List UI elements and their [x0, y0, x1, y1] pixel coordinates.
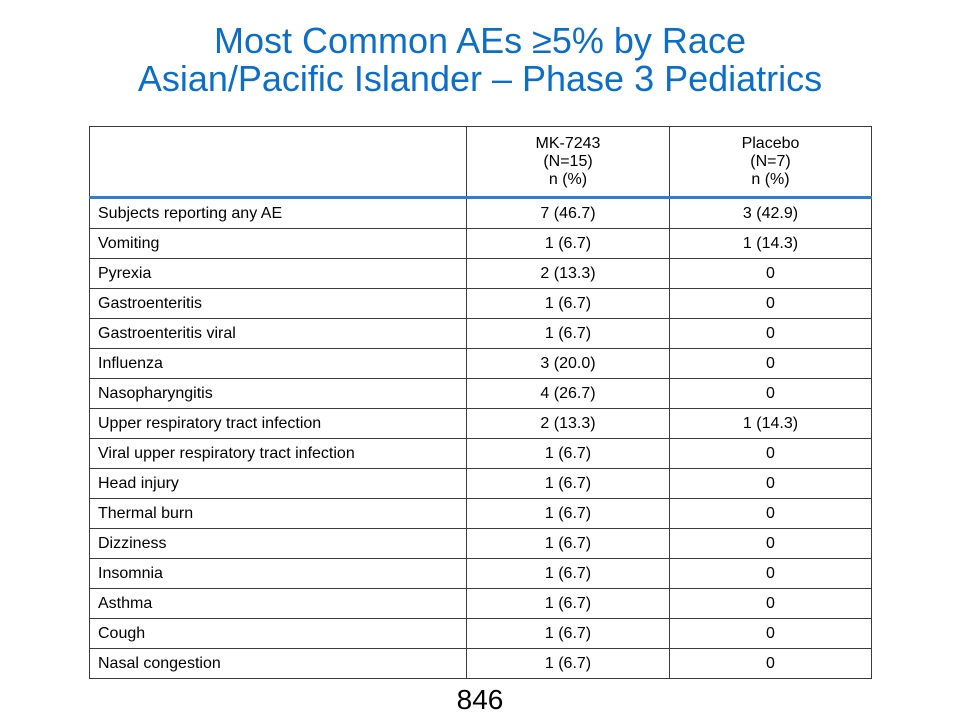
mk-7243-value: 4 (26.7) — [466, 378, 670, 409]
placebo-value: 3 (42.9) — [669, 197, 872, 229]
mk-7243-value: 3 (20.0) — [466, 348, 670, 379]
ae-term: Nasal congestion — [89, 648, 467, 679]
mk-7243-value: 7 (46.7) — [466, 197, 670, 229]
mk-7243-value: 1 (6.7) — [466, 228, 670, 259]
table-row: Influenza 3 (20.0) 0 — [89, 348, 872, 379]
slide-title: Most Common AEs ≥5% by Race Asian/Pacifi… — [0, 22, 960, 98]
placebo-value: 1 (14.3) — [669, 408, 872, 439]
placebo-value: 0 — [669, 558, 872, 589]
placebo-value: 0 — [669, 378, 872, 409]
ae-term: Asthma — [89, 588, 467, 619]
mk-7243-value: 1 (6.7) — [466, 618, 670, 649]
table-row: Vomiting 1 (6.7) 1 (14.3) — [89, 228, 872, 259]
header-mk-7243: MK-7243 (N=15) n (%) — [466, 126, 670, 199]
table-row: Thermal burn 1 (6.7) 0 — [89, 498, 872, 529]
table-row: Asthma 1 (6.7) 0 — [89, 588, 872, 619]
table-row: Nasopharyngitis 4 (26.7) 0 — [89, 378, 872, 409]
placebo-value: 0 — [669, 258, 872, 289]
ae-term: Nasopharyngitis — [89, 378, 467, 409]
mk-7243-value: 1 (6.7) — [466, 648, 670, 679]
header-placebo-name: Placebo — [741, 134, 800, 152]
header-placebo-unit: n (%) — [751, 170, 790, 188]
placebo-value: 0 — [669, 438, 872, 469]
mk-7243-value: 1 (6.7) — [466, 528, 670, 559]
ae-term: Upper respiratory tract infection — [89, 408, 467, 439]
page-number: 846 — [456, 684, 504, 715]
table-row: Upper respiratory tract infection 2 (13.… — [89, 408, 872, 439]
header-mk-unit: n (%) — [548, 170, 588, 188]
placebo-value: 1 (14.3) — [669, 228, 872, 259]
mk-7243-value: 1 (6.7) — [466, 288, 670, 319]
header-term-cell — [89, 126, 467, 199]
table-row: Viral upper respiratory tract infection … — [89, 438, 872, 469]
table-row: Dizziness 1 (6.7) 0 — [89, 528, 872, 559]
mk-7243-value: 1 (6.7) — [466, 498, 670, 529]
placebo-value: 0 — [669, 348, 872, 379]
table-row: Subjects reporting any AE 7 (46.7) 3 (42… — [89, 197, 872, 229]
ae-term: Head injury — [89, 468, 467, 499]
ae-term: Insomnia — [89, 558, 467, 589]
table-row: Nasal congestion 1 (6.7) 0 — [89, 648, 872, 679]
placebo-value: 0 — [669, 318, 872, 349]
slide-title-line-2: Asian/Pacific Islander – Phase 3 Pediatr… — [137, 58, 823, 99]
table-row: Pyrexia 2 (13.3) 0 — [89, 258, 872, 289]
table-row: Head injury 1 (6.7) 0 — [89, 468, 872, 499]
mk-7243-value: 1 (6.7) — [466, 318, 670, 349]
ae-term: Subjects reporting any AE — [89, 197, 467, 229]
placebo-value: 0 — [669, 288, 872, 319]
mk-7243-value: 1 (6.7) — [466, 438, 670, 469]
placebo-value: 0 — [669, 648, 872, 679]
header-row: MK-7243 (N=15) n (%) Placebo (N=7) n (%) — [89, 126, 872, 199]
placebo-value: 0 — [669, 468, 872, 499]
table-row: Gastroenteritis viral 1 (6.7) 0 — [89, 318, 872, 349]
header-placebo-n: (N=7) — [750, 152, 791, 170]
placebo-value: 0 — [669, 498, 872, 529]
mk-7243-value: 1 (6.7) — [466, 558, 670, 589]
mk-7243-value: 1 (6.7) — [466, 468, 670, 499]
placebo-value: 0 — [669, 588, 872, 619]
header-placebo: Placebo (N=7) n (%) — [669, 126, 872, 199]
slide-title-line-1: Most Common AEs ≥5% by Race — [214, 20, 746, 61]
table-row: Cough 1 (6.7) 0 — [89, 618, 872, 649]
table-header: MK-7243 (N=15) n (%) Placebo (N=7) n (%) — [89, 126, 872, 199]
ae-term: Thermal burn — [89, 498, 467, 529]
table-row: Insomnia 1 (6.7) 0 — [89, 558, 872, 589]
mk-7243-value: 2 (13.3) — [466, 408, 670, 439]
ae-term: Dizziness — [89, 528, 467, 559]
header-mk-name: MK-7243 — [535, 134, 601, 152]
ae-term: Influenza — [89, 348, 467, 379]
adverse-events-table: MK-7243 (N=15) n (%) Placebo (N=7) n (%)… — [89, 126, 872, 679]
ae-term: Cough — [89, 618, 467, 649]
mk-7243-value: 2 (13.3) — [466, 258, 670, 289]
ae-term: Viral upper respiratory tract infection — [89, 438, 467, 469]
placebo-value: 0 — [669, 618, 872, 649]
placebo-value: 0 — [669, 528, 872, 559]
table-row: Gastroenteritis 1 (6.7) 0 — [89, 288, 872, 319]
ae-term: Vomiting — [89, 228, 467, 259]
mk-7243-value: 1 (6.7) — [466, 588, 670, 619]
ae-term: Gastroenteritis viral — [89, 318, 467, 349]
table-body: Subjects reporting any AE 7 (46.7) 3 (42… — [89, 197, 872, 679]
header-mk-n: (N=15) — [543, 152, 593, 170]
ae-term: Pyrexia — [89, 258, 467, 289]
ae-term: Gastroenteritis — [89, 288, 467, 319]
